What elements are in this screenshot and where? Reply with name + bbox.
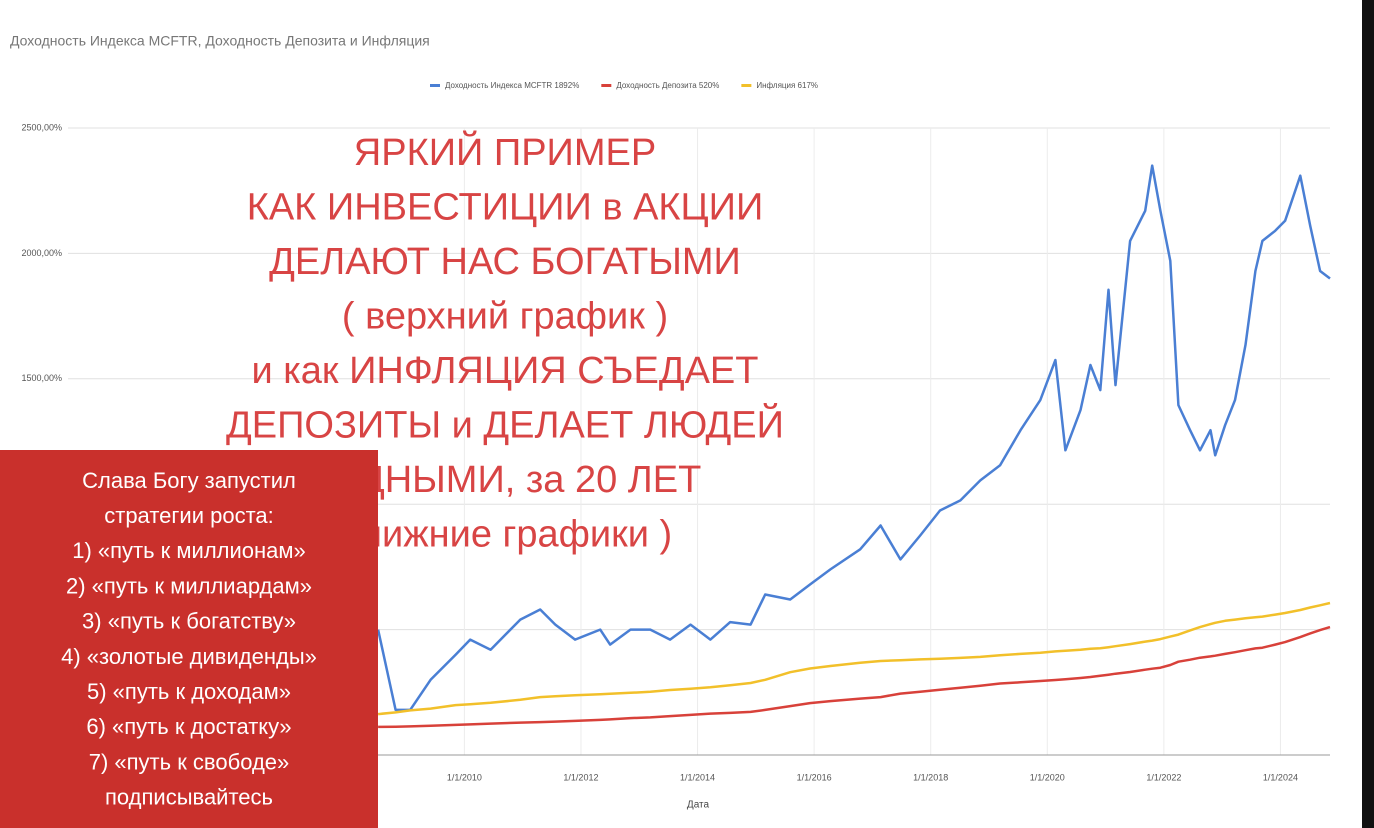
promo-line: Слава Богу запустил: [82, 468, 296, 493]
screen-edge: [1362, 0, 1374, 828]
promo-line: 4) «золотые дивиденды»: [61, 644, 317, 669]
overlay-line: ЯРКИЙ ПРИМЕР: [354, 129, 656, 174]
series-line: [378, 625, 1331, 729]
y-tick-label: 1500,00%: [21, 373, 62, 383]
x-tick-label: 1/1/2018: [913, 772, 948, 782]
promo-line: 1) «путь к миллионам»: [72, 538, 306, 563]
overlay-line: ( верхний график ): [342, 296, 668, 338]
series-line: [376, 164, 1331, 712]
x-tick-label: 1/1/2022: [1146, 772, 1181, 782]
x-axis-label: Дата: [687, 800, 710, 811]
overlay-line: ДЕПОЗИТЫ и ДЕЛАЕТ ЛЮДЕЙ: [226, 402, 784, 447]
promo-text: Слава Богу запустил стратегии роста: 1) «п…: [61, 468, 317, 810]
promo-line: подписывайтесь: [105, 785, 273, 810]
promo-line: стратегии роста:: [104, 503, 274, 528]
x-tick-label: 1/1/2024: [1263, 772, 1298, 782]
plot-area: 0,00%500,00%1000,00%1500,00%2000,00%2500…: [21, 81, 1331, 782]
x-tick-label: 1/1/2016: [797, 772, 832, 782]
overlay-line: ДЕЛАЮТ НАС БОГАТЫМИ: [269, 241, 741, 283]
series-line: [377, 601, 1331, 716]
legend-swatch: [741, 84, 752, 87]
promo-line: 3) «путь к богатству»: [82, 609, 296, 634]
x-tick-label: 1/1/2010: [447, 772, 482, 782]
promo-box: [0, 450, 378, 828]
y-tick-label: 2500,00%: [21, 122, 62, 132]
x-tick-label: 1/1/2020: [1030, 772, 1065, 782]
promo-line: 2) «путь к миллиардам»: [66, 573, 312, 598]
overlay-line: КАК ИНВЕСТИЦИИ в АКЦИИ: [247, 187, 764, 229]
legend-label: Доходность Индекса MCFTR 1892%: [445, 81, 579, 90]
legend-swatch: [430, 84, 440, 87]
y-tick-label: 2000,00%: [21, 248, 62, 258]
legend-label: Инфляция 617%: [756, 81, 818, 90]
overlay-text: ЯРКИЙ ПРИМЕР КАК ИНВЕСТИЦИИ в АКЦИИ ДЕЛАЮТ…: [226, 129, 784, 556]
legend-label: Доходность Депозита 520%: [616, 81, 719, 90]
overlay-line: и как ИНФЛЯЦИЯ СЪЕДАЕТ: [252, 350, 759, 392]
legend-swatch: [601, 84, 612, 87]
promo-line: 7) «путь к свободе»: [89, 749, 290, 774]
overlay-line: ( нижние графики ): [338, 514, 672, 556]
x-tick-label: 1/1/2014: [680, 772, 715, 782]
x-tick-label: 1/1/2012: [563, 772, 598, 782]
promo-line: 5) «путь к доходам»: [87, 679, 291, 704]
chart-title: Доходность Индекса MCFTR, Доходность Деп…: [10, 33, 430, 49]
promo-line: 6) «путь к достатку»: [86, 714, 291, 739]
